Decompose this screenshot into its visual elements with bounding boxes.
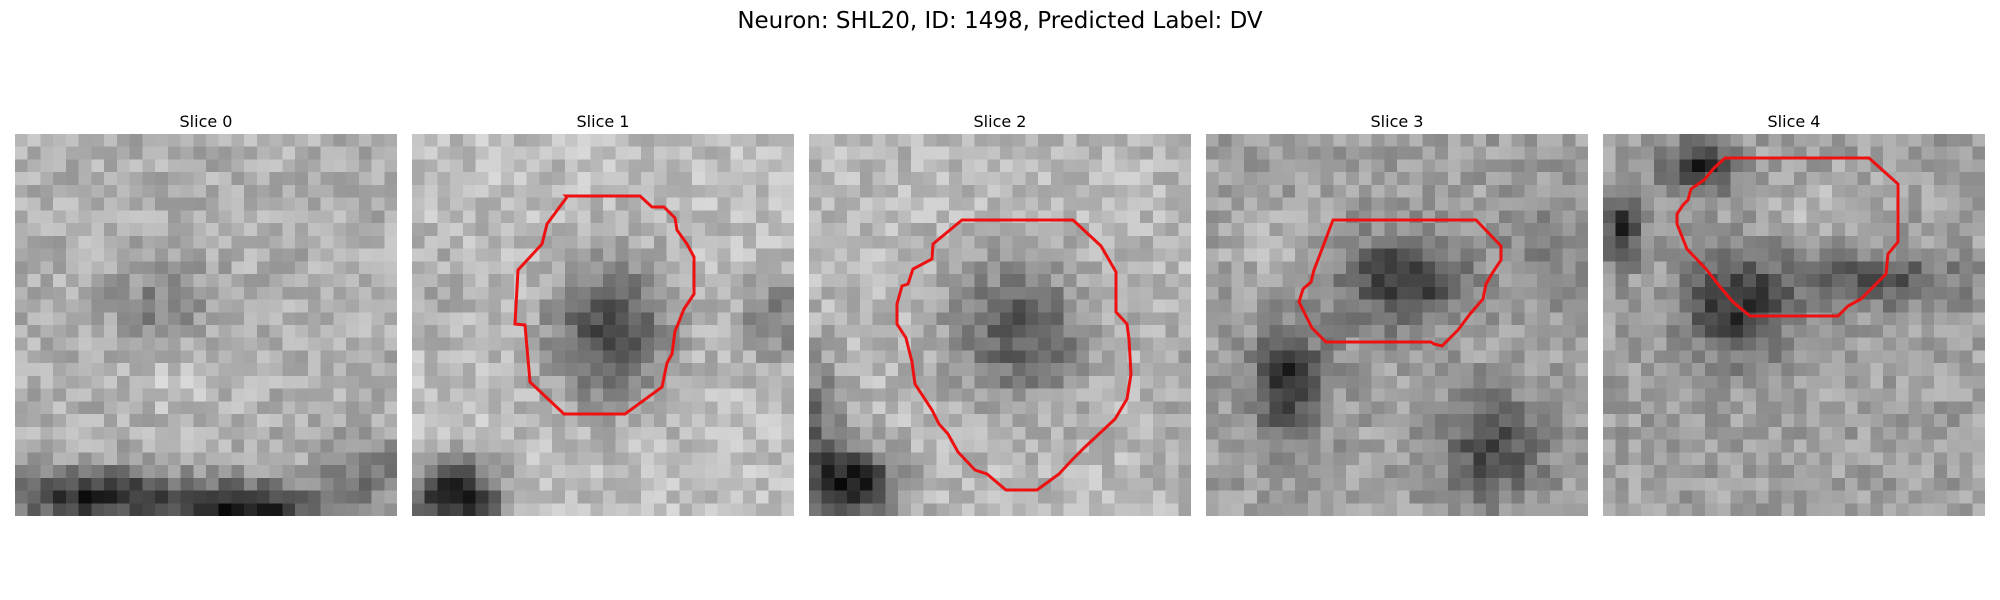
grayscale-microscopy-image xyxy=(1206,134,1588,516)
roi-contour-overlay xyxy=(1297,218,1503,348)
roi-contour xyxy=(513,194,696,416)
figure-title: Neuron: SHL20, ID: 1498, Predicted Label… xyxy=(737,8,1263,34)
slice-image xyxy=(1206,134,1588,516)
slice-title: Slice 1 xyxy=(576,112,630,131)
grayscale-microscopy-image xyxy=(1603,134,1985,516)
slice-panel-3: Slice 3 xyxy=(1206,110,1588,516)
slice-title: Slice 4 xyxy=(1767,112,1821,131)
roi-contour xyxy=(1675,156,1900,318)
slice-image xyxy=(1603,134,1985,516)
slice-image xyxy=(15,134,397,516)
slice-panel-0: Slice 0 xyxy=(15,110,397,516)
grayscale-microscopy-image xyxy=(15,134,397,516)
slice-title: Slice 2 xyxy=(973,112,1027,131)
roi-contour-overlay xyxy=(895,218,1133,492)
slice-panel-1: Slice 1 xyxy=(412,110,794,516)
grayscale-microscopy-image xyxy=(412,134,794,516)
slice-panel-4: Slice 4 xyxy=(1603,110,1985,516)
slice-title: Slice 0 xyxy=(179,112,233,131)
roi-contour-overlay xyxy=(1675,156,1900,318)
slice-image xyxy=(809,134,1191,516)
roi-contour xyxy=(895,218,1133,492)
slice-panel-2: Slice 2 xyxy=(809,110,1191,516)
slice-title: Slice 3 xyxy=(1370,112,1424,131)
roi-contour-overlay xyxy=(513,194,696,416)
roi-contour xyxy=(1297,218,1503,348)
slice-image xyxy=(412,134,794,516)
